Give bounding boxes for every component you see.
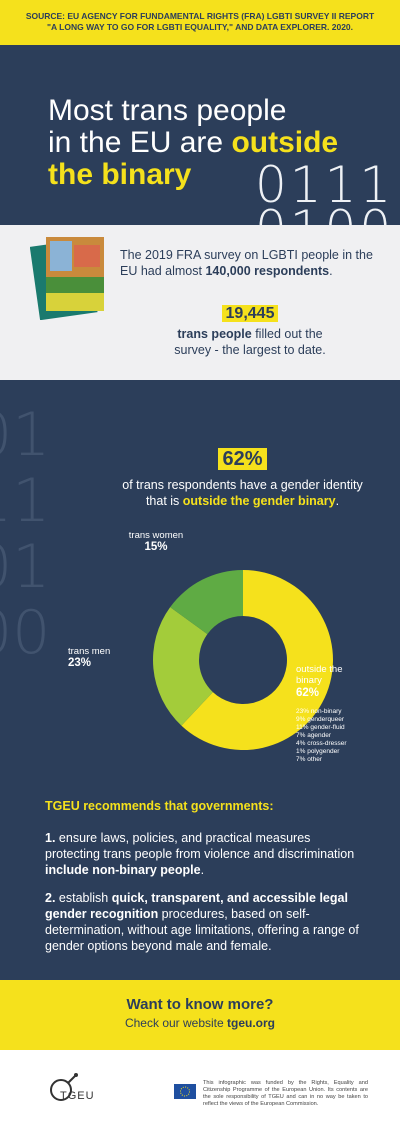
text: .	[329, 264, 332, 278]
recommendations: TGEU recommends that governments: 1. ens…	[45, 798, 365, 954]
survey-count: 19,445 trans people filled out the surve…	[100, 305, 400, 358]
infographic: SOURCE: EU AGENCY FOR FUNDAMENTAL RIGHTS…	[0, 0, 400, 1128]
category-label: outside the binary	[296, 664, 356, 686]
breakdown-item: 9% genderqueer	[296, 716, 347, 724]
value-label: 23%	[68, 657, 110, 669]
pie-label: outside the binary 62%	[296, 664, 356, 699]
recommendations-heading: TGEU recommends that governments:	[45, 798, 365, 814]
survey-section: The 2019 FRA survey on LGBTI people in t…	[0, 225, 400, 380]
survey-intro: The 2019 FRA survey on LGBTI people in t…	[120, 247, 385, 279]
text-bold: include non-binary people	[45, 863, 201, 877]
funding-note: This infographic was funded by the Right…	[203, 1080, 368, 1108]
eu-flag	[174, 1084, 196, 1099]
text: .	[201, 863, 204, 877]
recommendation: 1. ensure laws, policies, and practical …	[45, 830, 365, 878]
count: 19,445	[222, 305, 279, 322]
number: 1.	[45, 831, 55, 845]
recommendation: 2. establish quick, transparent, and acc…	[45, 890, 365, 954]
title-section: Most trans people in the EU are outside …	[0, 45, 400, 225]
source-line: "A LONG WAY TO GO FOR LGBTI EQUALITY," A…	[0, 22, 400, 33]
title-line: Most trans people	[48, 95, 338, 127]
text: establish	[55, 891, 111, 905]
breakdown-item: 11% gender-fluid	[296, 724, 347, 732]
binary-digits: 0111 0100	[255, 163, 394, 225]
text-bold: trans people	[177, 327, 251, 341]
breakdown-item: 1% polygender	[296, 748, 347, 756]
title-highlight: outside	[231, 126, 338, 159]
cta-text: Check our website	[125, 1016, 227, 1030]
cta-heading: Want to know more?	[0, 996, 400, 1013]
cta-section: Want to know more? Check our website tge…	[0, 980, 400, 1050]
value-label: 62%	[296, 688, 356, 699]
breakdown-item: 7% other	[296, 756, 347, 764]
binary-line: 0100	[255, 207, 394, 225]
text-bold: 140,000 respondents	[205, 264, 329, 278]
title-line: in the EU are	[48, 126, 231, 159]
tgeu-logo: TGEU	[60, 1090, 95, 1102]
source-line: SOURCE: EU AGENCY FOR FUNDAMENTAL RIGHTS…	[0, 11, 400, 22]
source-banner: SOURCE: EU AGENCY FOR FUNDAMENTAL RIGHTS…	[0, 0, 400, 45]
text: ensure laws, policies, and practical mea…	[45, 831, 354, 861]
breakdown-item: 23% non-binary	[296, 708, 347, 716]
breakdown-item: 4% cross-dresser	[296, 740, 347, 748]
category-label: trans women	[128, 530, 184, 541]
value-label: 15%	[128, 541, 184, 553]
cta-link[interactable]: tgeu.org	[227, 1016, 275, 1030]
footer: TGEU This infographic was funded by the …	[0, 1050, 400, 1128]
category-label: trans men	[68, 646, 110, 657]
number: 2.	[45, 891, 55, 905]
breakdown-item: 7% agender	[296, 732, 347, 740]
chart-section: 01 11 01 00 62% of trans respondents hav…	[0, 380, 400, 980]
